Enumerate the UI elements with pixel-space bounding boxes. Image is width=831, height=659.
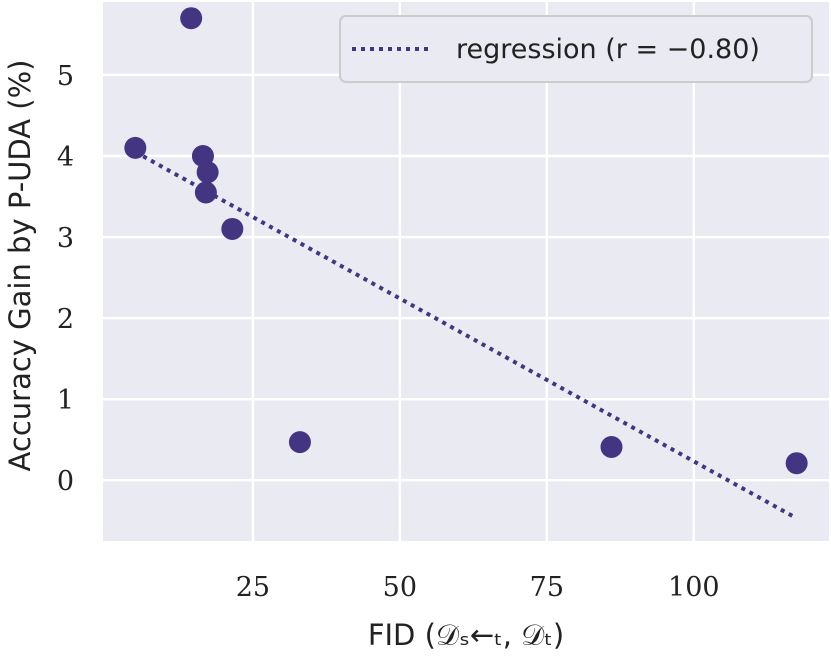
y-tick-label: 1 bbox=[57, 385, 74, 416]
y-tick-label: 2 bbox=[57, 304, 74, 335]
x-tick-label: 25 bbox=[236, 572, 270, 603]
x-tick-label: 75 bbox=[530, 572, 564, 603]
x-axis-label: FID (𝒟ₛ←ₜ, 𝒟ₜ) bbox=[368, 618, 564, 652]
data-point bbox=[196, 161, 219, 184]
y-tick-label: 4 bbox=[57, 142, 74, 173]
x-tick-label: 50 bbox=[383, 572, 417, 603]
y-tick-label: 3 bbox=[57, 223, 74, 254]
y-tick-label: 5 bbox=[57, 61, 74, 92]
data-point bbox=[124, 136, 147, 159]
regression-line bbox=[134, 150, 798, 521]
y-axis-label: Accuracy Gain by P-UDA (%) bbox=[3, 60, 37, 472]
legend-box bbox=[339, 15, 813, 83]
data-point bbox=[221, 217, 244, 240]
plot-area bbox=[103, 2, 829, 541]
legend-label: regression (r = −0.80) bbox=[456, 34, 760, 65]
y-tick-label: 0 bbox=[57, 466, 74, 497]
data-point bbox=[194, 181, 217, 204]
data-point bbox=[785, 452, 808, 475]
x-tick-label: 100 bbox=[668, 572, 720, 603]
tick-labels: 25 50 75 100 0 1 2 3 4 5 bbox=[57, 61, 720, 603]
data-points bbox=[124, 7, 808, 475]
data-point bbox=[600, 435, 623, 458]
legend: regression (r = −0.80) bbox=[339, 15, 813, 83]
data-point bbox=[288, 431, 311, 454]
data-point bbox=[180, 7, 203, 30]
